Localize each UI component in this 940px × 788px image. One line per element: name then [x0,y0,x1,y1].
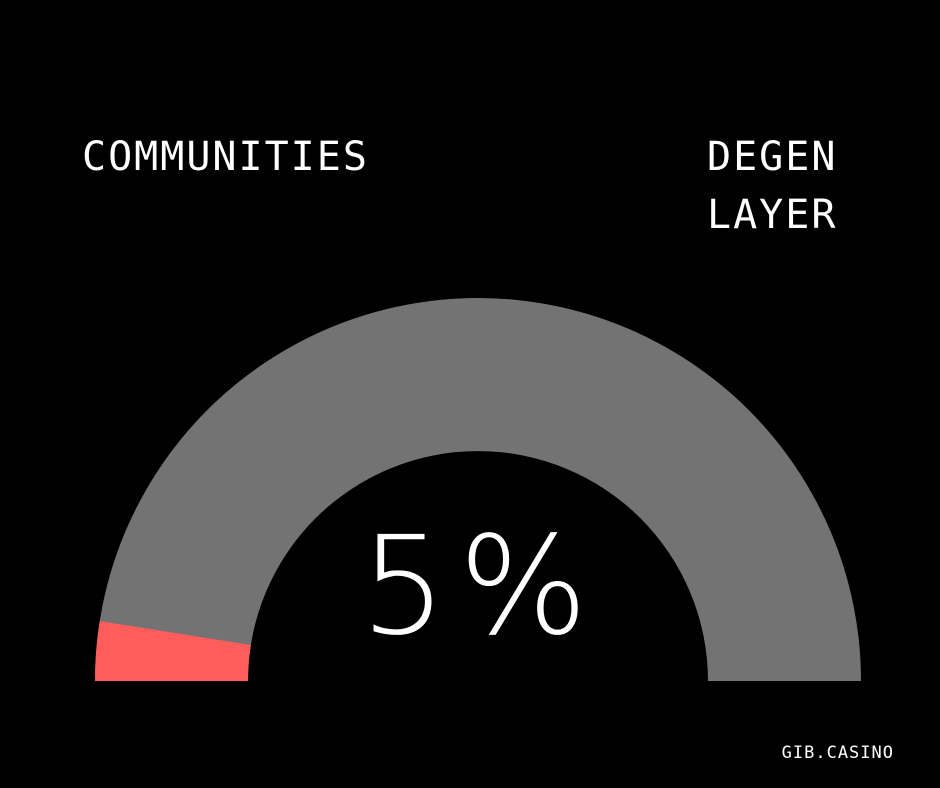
max-label-line-1: DEGEN [707,134,838,180]
min-label: COMMUNITIES [82,134,369,180]
gauge-track [95,298,861,681]
max-label-line-2: LAYER [707,192,838,238]
max-label: DEGEN LAYER [707,128,837,244]
gauge-value-label: 5% [360,508,600,666]
gauge-filled-segment [95,621,251,681]
brand-label: GIB.CASINO [781,743,894,763]
